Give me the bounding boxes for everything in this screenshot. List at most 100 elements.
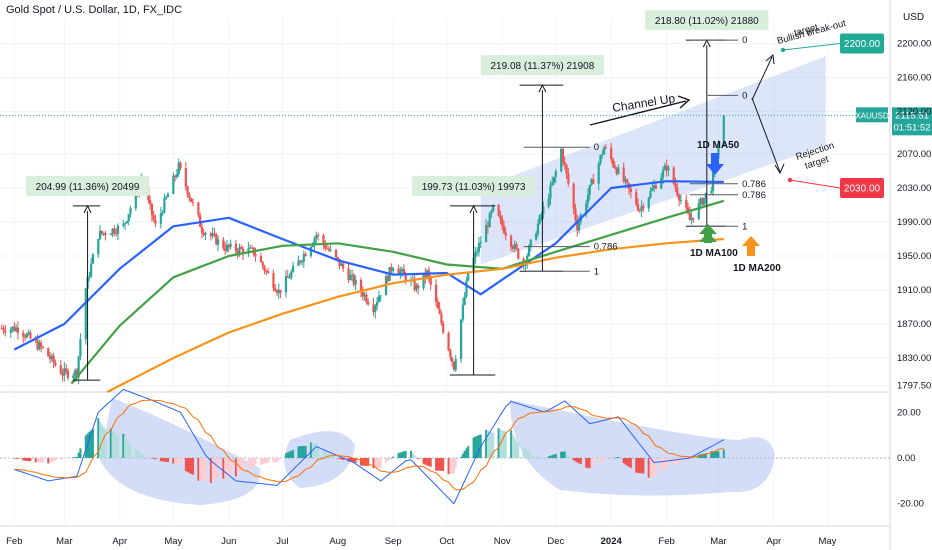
macd-hist-bar — [411, 453, 414, 458]
macd-hist-bar — [422, 458, 425, 464]
candle-body — [102, 233, 105, 235]
macd-hist-bar — [567, 455, 570, 458]
candle-body — [492, 204, 495, 211]
fib-label: 0.786 — [742, 190, 766, 201]
candle-body — [91, 254, 95, 264]
macd-hist-bar — [175, 458, 178, 464]
candle-body — [551, 182, 554, 186]
macd-hist-bar — [392, 456, 395, 458]
macd-hist-bar — [554, 454, 557, 458]
macd-hist-bar — [438, 458, 441, 471]
macd-hist-bar — [52, 458, 55, 462]
macd-hist-bar — [197, 458, 200, 481]
x-tick-label: Mar — [710, 536, 726, 547]
macd-hist-bar — [490, 432, 493, 458]
candle-body — [424, 273, 427, 278]
macd-hist-bar — [99, 421, 102, 458]
candle-body — [342, 263, 345, 269]
candle-body — [451, 357, 454, 362]
candle-body — [499, 215, 502, 219]
macd-hist-bar — [511, 434, 514, 458]
macd-hist-bar — [159, 458, 162, 462]
macd-hist-bar — [24, 458, 27, 461]
macd-hist-bar — [460, 456, 463, 458]
candle-body — [502, 225, 506, 233]
candle-body — [175, 174, 179, 178]
candle-body — [610, 147, 613, 160]
macd-hist-bar — [36, 458, 39, 463]
measure-label: 219.08 (11.37%) 21908 — [491, 61, 595, 72]
candle-body — [259, 256, 263, 262]
candle-body — [667, 167, 670, 171]
candle-body — [334, 249, 338, 258]
last-price-box — [892, 107, 932, 136]
candle-body — [61, 373, 64, 376]
candle-body — [79, 339, 82, 357]
macd-hist-bar — [61, 458, 64, 459]
candle-body — [601, 154, 604, 156]
macd-hist-bar — [179, 458, 182, 464]
candle-body — [2, 328, 5, 331]
candle-body — [0, 328, 3, 330]
candle-body — [27, 332, 30, 335]
macd-hist-bar — [651, 458, 654, 478]
macd-hist-bar — [74, 457, 77, 458]
macd-hist-bar — [249, 458, 252, 468]
macd-hist-bar — [192, 458, 195, 475]
ma200-arrow — [742, 236, 760, 256]
candle-body — [560, 149, 563, 172]
macd-hist-bar — [467, 446, 470, 458]
macd-hist-bar — [615, 457, 618, 458]
macd-hist-bar — [100, 424, 103, 458]
candle-body — [510, 235, 513, 247]
macd-hist-bar — [222, 458, 225, 479]
macd-hist-bar — [259, 458, 262, 465]
candle-body — [134, 189, 137, 209]
candle-body — [315, 235, 318, 239]
measure-arrowhead — [83, 204, 92, 214]
candle-body — [254, 254, 257, 257]
macd-hist-bar — [361, 458, 364, 466]
macd-hist-bar — [376, 458, 379, 469]
macd-hist-bar — [488, 431, 491, 458]
candle-body — [377, 296, 380, 302]
candle-body — [48, 356, 52, 360]
x-tick-label: Jul — [276, 536, 288, 547]
macd-hist-bar — [436, 458, 439, 471]
candle-body — [477, 243, 481, 252]
candle-body — [660, 177, 663, 189]
macd-hist-bar — [352, 458, 355, 463]
candle-body — [361, 291, 364, 297]
candle-body — [515, 244, 518, 249]
fib-label: 0 — [742, 90, 747, 101]
measure-tools: 204.99 (11.36%) 20499 199.73 (11.03%) 199… — [25, 10, 769, 381]
macd-hist-bar — [211, 458, 214, 482]
candle-body — [454, 358, 457, 370]
candle-body — [649, 190, 652, 198]
macd-hist-bar — [50, 458, 53, 462]
candle-body — [154, 219, 157, 224]
candle-body — [485, 225, 488, 243]
macd-hist-bar — [701, 453, 704, 458]
macd-hist-bar — [360, 458, 363, 466]
macd-hist-bar — [199, 458, 202, 481]
macd-hist-bar — [703, 453, 706, 458]
macd-hist-bar — [463, 450, 466, 458]
candle-body — [41, 346, 44, 348]
candle-body — [474, 251, 477, 258]
candle-body — [585, 203, 588, 215]
macd-hist-bar — [477, 435, 480, 458]
candle-body — [113, 228, 116, 234]
candle-body — [163, 198, 166, 213]
candle-body — [459, 319, 463, 359]
candle-body — [227, 244, 230, 248]
candle-body — [250, 247, 254, 249]
macd-hist-bar — [261, 458, 264, 465]
macd-hist-bar — [97, 418, 100, 458]
measure-label: 218.80 (11.02%) 21880 — [655, 16, 759, 27]
macd-hist-bar — [524, 448, 527, 458]
candle-body — [261, 261, 264, 267]
macd-hist-bar — [601, 458, 604, 462]
macd-hist-bar — [440, 458, 443, 471]
